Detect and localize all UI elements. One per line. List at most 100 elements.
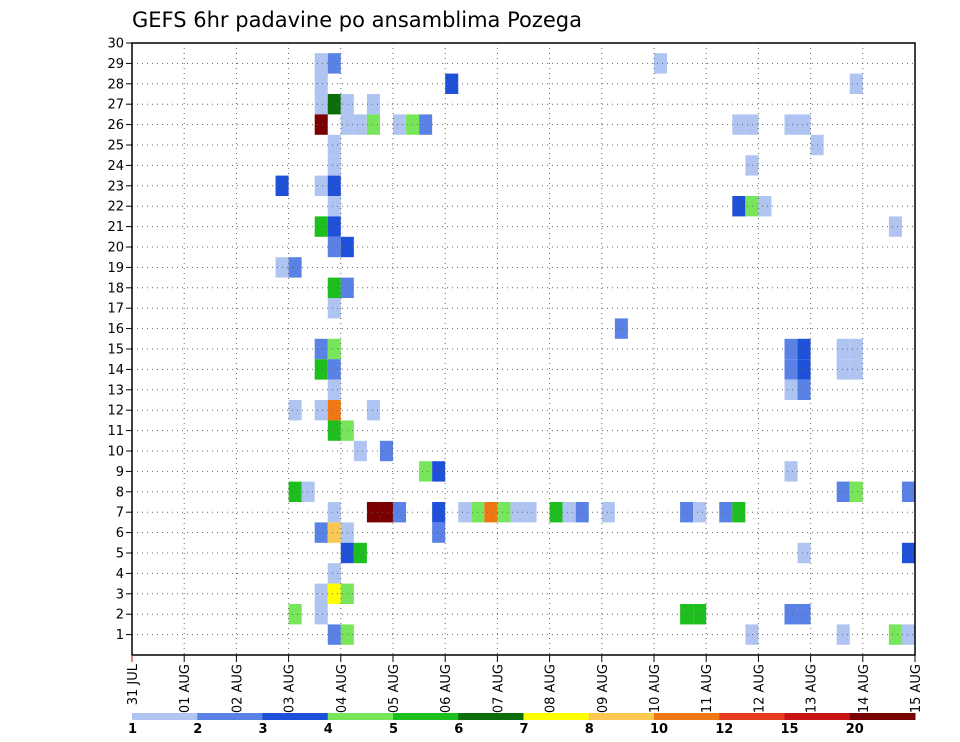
y-tick-label: 4 xyxy=(116,567,124,582)
y-tick-label: 20 xyxy=(107,241,124,256)
heat-cell xyxy=(836,624,850,645)
colorbar-label: 15 xyxy=(781,722,799,737)
colorbar-swatch xyxy=(197,713,263,720)
heat-cell xyxy=(849,359,863,380)
heat-cell xyxy=(327,338,341,360)
heat-cell xyxy=(327,522,341,543)
heat-cell xyxy=(327,236,341,258)
x-tick-label: 03 AUG xyxy=(283,664,298,713)
heat-cell xyxy=(849,338,863,360)
colorbar-swatch xyxy=(393,713,459,720)
colorbar-swatch xyxy=(654,713,720,720)
colorbar-swatch xyxy=(588,713,655,720)
colorbar-label: 10 xyxy=(650,722,668,737)
heat-cell xyxy=(288,257,302,278)
heat-cell xyxy=(680,604,694,625)
heat-cell xyxy=(353,440,367,462)
heat-cell xyxy=(784,114,798,135)
y-tick-label: 21 xyxy=(107,220,124,235)
heat-cell xyxy=(797,338,811,360)
cells-layer xyxy=(275,53,915,645)
y-tick-label: 2 xyxy=(116,608,124,623)
heat-cell xyxy=(314,175,328,196)
y-tick-label: 19 xyxy=(107,261,124,276)
colorbar-swatch xyxy=(132,713,198,720)
colorbar-swatch xyxy=(327,713,394,720)
heat-cell xyxy=(327,94,341,115)
x-tick-label: 14 AUG xyxy=(857,664,872,713)
heat-cell xyxy=(379,502,393,523)
heat-cell xyxy=(432,522,446,543)
y-tick-label: 3 xyxy=(116,587,124,602)
heat-cell xyxy=(301,481,315,502)
colorbar: 1 2 3 4 5 6 7 8 10 12 15 20 xyxy=(128,713,916,737)
heat-cell xyxy=(797,604,811,625)
heat-cell xyxy=(327,53,341,74)
heat-cell xyxy=(888,216,902,237)
heat-cell xyxy=(497,502,511,523)
heat-cell xyxy=(732,114,746,135)
x-tick-label: 11 AUG xyxy=(700,664,715,713)
heat-cell xyxy=(393,114,407,135)
y-tick-label: 16 xyxy=(107,322,124,337)
heat-cell xyxy=(797,359,811,380)
heat-cell xyxy=(353,542,367,564)
colorbar-label: 5 xyxy=(389,722,398,737)
y-tick-label: 27 xyxy=(107,98,124,113)
y-tick-label: 9 xyxy=(116,465,124,480)
colorbar-label: 20 xyxy=(846,722,864,737)
x-tick-label: 09 AUG xyxy=(596,664,611,713)
heat-cell xyxy=(314,114,328,135)
heat-cell xyxy=(314,400,328,421)
heat-cell xyxy=(327,400,341,421)
heat-cell xyxy=(432,461,446,482)
x-tick-label: 02 AUG xyxy=(230,664,245,713)
heat-cell xyxy=(288,400,302,421)
colorbar-label: 3 xyxy=(259,722,268,737)
heat-cell xyxy=(901,542,915,564)
x-tick-label: 04 AUG xyxy=(335,664,350,713)
heat-cell xyxy=(314,216,328,237)
heat-cell xyxy=(614,318,628,339)
y-tick-label: 18 xyxy=(107,281,124,296)
heat-cell xyxy=(366,400,380,421)
heat-cell xyxy=(327,359,341,380)
heat-cell xyxy=(549,502,563,523)
heat-cell xyxy=(784,359,798,380)
heat-cell xyxy=(523,502,537,523)
heat-cell xyxy=(797,379,811,400)
heat-cell xyxy=(484,502,498,523)
heat-cell xyxy=(562,502,576,523)
x-tick-label: 01 AUG xyxy=(178,664,193,713)
heat-cell xyxy=(288,481,302,502)
heat-cell xyxy=(327,196,341,217)
y-axis: 1234567891011121314151617181920212223242… xyxy=(107,37,132,643)
y-tick-label: 17 xyxy=(107,302,124,317)
heat-cell xyxy=(393,502,407,523)
heat-cell xyxy=(314,359,328,380)
heat-cell xyxy=(849,73,863,94)
heat-cell xyxy=(327,624,341,645)
chart-title: GEFS 6hr padavine po ansamblima Pozega xyxy=(132,8,582,32)
heat-cell xyxy=(758,196,772,217)
heat-cell xyxy=(314,73,328,94)
heat-cell xyxy=(732,196,746,217)
grid-layer xyxy=(132,43,915,655)
heat-cell xyxy=(419,114,433,135)
y-tick-label: 10 xyxy=(107,445,124,460)
y-tick-label: 13 xyxy=(107,383,124,398)
heat-cell xyxy=(797,114,811,135)
y-tick-label: 5 xyxy=(116,547,124,562)
colorbar-label: 8 xyxy=(585,722,594,737)
heat-cell xyxy=(445,73,459,94)
heat-cell xyxy=(745,196,759,217)
heat-cell xyxy=(784,379,798,400)
colorbar-label: 1 xyxy=(128,722,137,737)
y-tick-label: 1 xyxy=(116,628,124,643)
heat-cell xyxy=(654,53,668,74)
heat-cell xyxy=(784,461,798,482)
heat-cell xyxy=(458,502,472,523)
heat-cell xyxy=(314,583,328,604)
y-tick-label: 15 xyxy=(107,343,124,358)
